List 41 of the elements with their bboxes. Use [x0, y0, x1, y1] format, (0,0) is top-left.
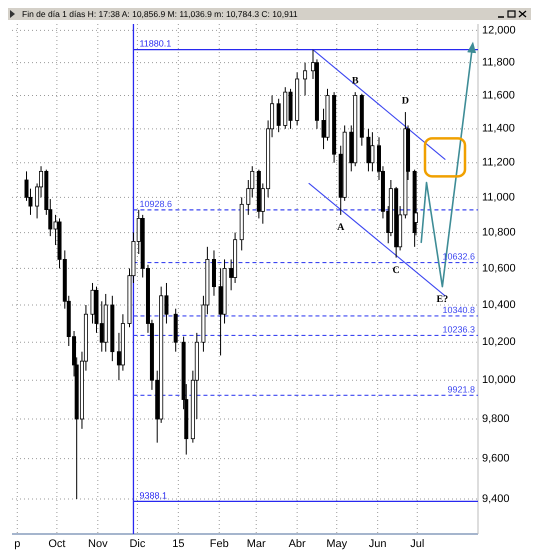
y-tick-label: 10,000 — [482, 374, 516, 386]
y-tick-label: 11,600 — [482, 89, 515, 102]
candlestick — [370, 132, 374, 172]
x-tick-label: Jun — [368, 538, 387, 550]
x-tick-label: Oct — [48, 538, 66, 550]
y-tick-label: 9,600 — [482, 452, 510, 464]
y-tick-label: 10,400 — [482, 298, 516, 311]
y-tick-label: 11,800 — [482, 56, 515, 69]
ref-line-label: 10928.6 — [139, 198, 172, 209]
annotation: B — [352, 75, 359, 86]
annotation: E? — [436, 294, 448, 305]
y-tick-label: 12,000 — [482, 24, 516, 36]
chart-title: Fin de día 1 días H: 17:38 A: 10,856.9 M: 11,036.9 m: 10,784.3 C: 10,911 — [22, 9, 298, 19]
candlestick — [276, 98, 281, 133]
annotation: C — [392, 264, 400, 276]
x-tick-label: p — [14, 538, 20, 550]
ref-line-label: 11880.1 — [139, 38, 172, 49]
ref-line-label: 10236.3 — [442, 324, 475, 334]
x-tick-label: Nov — [88, 538, 108, 550]
x-tick-label: 15 — [172, 538, 184, 550]
annotation: D — [402, 95, 410, 106]
y-tick-label: 11,200 — [482, 156, 515, 169]
x-tick-label: Abr — [288, 538, 306, 550]
y-tick-label: 10,600 — [482, 262, 516, 274]
y-tick-label: 10,200 — [482, 336, 516, 348]
annotation: A — [337, 222, 346, 234]
candlestick — [90, 282, 95, 324]
y-tick-label: 10,800 — [482, 226, 516, 238]
y-tick-label: 11,400 — [482, 122, 515, 135]
ref-line-label: 9921.8 — [447, 384, 475, 394]
x-tick-label: May — [326, 538, 348, 550]
y-tick-label: 9,800 — [482, 412, 510, 425]
y-tick-label: 11,000 — [482, 191, 515, 204]
x-tick-label: Dic — [129, 538, 146, 550]
x-tick-label: Feb — [210, 538, 229, 550]
x-tick-label: Mar — [246, 538, 266, 550]
ref-line-label: 9388.1 — [139, 490, 167, 500]
x-tick-label: Jul — [410, 538, 424, 550]
ref-line-label: 10340.8 — [442, 304, 475, 315]
candlestick — [303, 62, 308, 96]
y-tick-label: 9,400 — [482, 492, 510, 505]
